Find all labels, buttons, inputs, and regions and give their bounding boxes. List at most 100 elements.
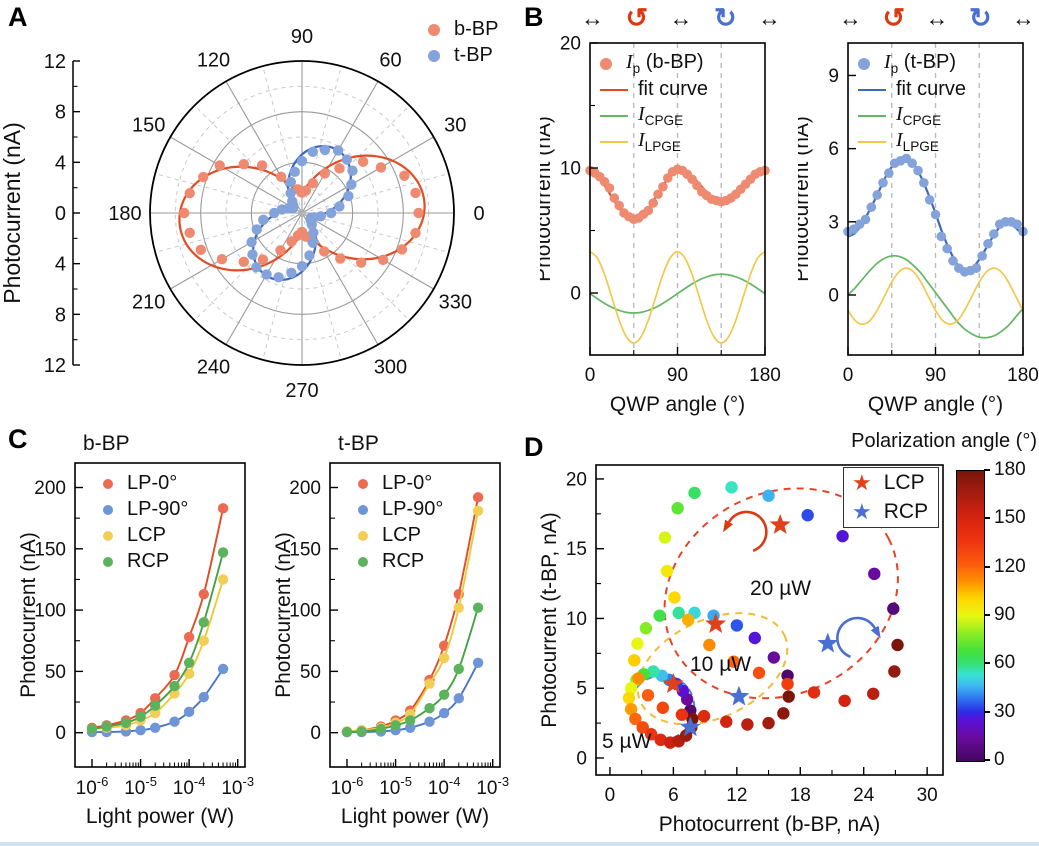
qwp-angle-chart-tbp: 0 90 180 0 3 6 9 QWP angle (°) Photocurrent (nA)	[798, 42, 1039, 416]
legend-d-label-1: RCP	[883, 500, 929, 523]
legend-bl-label-0: Ip (b-BP)	[626, 51, 704, 76]
panel-c-letter: C	[8, 424, 28, 454]
legend-bl-item-3: ILPGE	[600, 129, 708, 154]
svg-text:0: 0	[55, 723, 66, 744]
legend-d-item-1: ★ RCP	[852, 499, 928, 525]
dot-marker	[428, 49, 440, 62]
panel-c-left-legend: LP-0° LP-90° LCP RCP	[103, 472, 188, 573]
svg-text:6: 6	[828, 139, 839, 160]
photocurrent-correlation-chart: 0 6 12 18 24 30 0 5 10 15 20 Photocurrent (b-BP, nA…	[540, 464, 944, 836]
colorbar-title: Polarization angle (°)	[851, 430, 1037, 452]
legend-bl-label-1: fit curve	[638, 78, 709, 100]
svg-text:0: 0	[310, 723, 321, 744]
dot-marker	[358, 478, 368, 489]
colorbar-tick-label: 120	[994, 555, 1026, 577]
chartD-content	[622, 481, 904, 749]
left-right-arrow-icon: ↔	[925, 4, 949, 31]
cw-circular-arrow-icon: ↻	[713, 2, 737, 33]
svg-text:4: 4	[55, 254, 66, 276]
legend-cr-label-2: LCP	[382, 524, 421, 546]
svg-text:180: 180	[749, 365, 781, 386]
svg-text:12: 12	[44, 51, 66, 73]
svg-text:100: 100	[34, 601, 66, 622]
colorbar-tick-label: 60	[994, 652, 1016, 674]
panel-a-letter: A	[8, 2, 28, 32]
legend-a-label-0: b-BP	[454, 18, 499, 40]
svg-text:0: 0	[570, 284, 581, 305]
svg-text:180: 180	[108, 203, 141, 225]
legend-a-item-1: t-BP	[428, 44, 498, 67]
dot-marker	[428, 23, 440, 36]
left-right-arrow-icon: ↔	[669, 4, 693, 31]
svg-text:90: 90	[667, 365, 688, 386]
legend-cr-label-1: LP-90°	[382, 498, 444, 520]
legend-br-label-0: Ip (t-BP)	[884, 51, 957, 76]
chartBR-content	[843, 43, 1028, 355]
svg-text:3: 3	[828, 212, 839, 233]
svg-text:30: 30	[917, 785, 938, 806]
svg-text:Photocurrent (nA): Photocurrent (nA)	[540, 116, 555, 282]
star-icon: ★	[852, 470, 872, 495]
legend-a-label-1: t-BP	[454, 44, 493, 66]
polarization-icon-row-left: ↔ ↺ ↔ ↻ ↔	[581, 3, 781, 33]
polarization-colorbar	[956, 470, 985, 762]
svg-text:10-6: 10-6	[331, 774, 364, 799]
svg-text:4: 4	[55, 152, 66, 174]
legend-cl-label-3: RCP	[127, 550, 170, 572]
svg-text:6: 6	[668, 785, 679, 806]
svg-text:90: 90	[291, 26, 313, 48]
colorbar-tick	[984, 565, 990, 568]
svg-text:Photocurrent (nA): Photocurrent (nA)	[20, 532, 40, 698]
chartCR-content	[341, 492, 484, 738]
chartCL-content	[86, 503, 229, 738]
panel-d-legend: ★ LCP ★ RCP	[843, 467, 940, 528]
svg-text:0: 0	[576, 748, 587, 769]
svg-text:Photocurrent (t-BP, nA): Photocurrent (t-BP, nA)	[540, 512, 561, 728]
svg-text:10-3: 10-3	[476, 774, 509, 799]
svg-text:10: 10	[566, 609, 587, 630]
dot-marker	[103, 556, 113, 567]
dot-marker	[858, 57, 870, 70]
subplot-title-bbp: b-BP	[83, 432, 130, 455]
power-label-10uw: 10 µW	[690, 653, 752, 676]
legend-br-label-1: fit curve	[896, 78, 967, 100]
colorbar-tick-label: 30	[994, 700, 1016, 722]
legend-bl-label-2: ICPGE	[638, 103, 684, 128]
polar-photocurrent-chart: 0 30 60 90 120 150 180 210 240 270 300 330 12 8 4 0 4 8 12…	[0, 26, 485, 402]
line-marker	[600, 114, 628, 117]
left-right-arrow-icon: ↔	[1012, 4, 1035, 31]
dot-marker	[358, 504, 368, 515]
legend-br-item-0: Ip (t-BP)	[858, 51, 966, 76]
svg-text:12: 12	[44, 355, 66, 377]
star-icon: ★	[852, 499, 872, 524]
svg-text:9: 9	[828, 66, 839, 87]
panel-b-right-legend: Ip (t-BP) fit curve ICPGE ILPGE	[858, 51, 967, 154]
svg-text:100: 100	[289, 601, 321, 622]
left-right-arrow-icon: ↔	[581, 4, 604, 31]
legend-br-item-3: ILPGE	[858, 129, 966, 154]
colorbar-tick-label: 150	[994, 507, 1026, 529]
cw-circular-arrow-icon: ↻	[968, 2, 992, 33]
line-marker	[600, 140, 628, 143]
svg-text:60: 60	[379, 50, 401, 72]
svg-text:20: 20	[566, 469, 587, 490]
panel-c-right-legend: LP-0° LP-90° LCP RCP	[358, 472, 443, 573]
svg-text:12: 12	[726, 785, 747, 806]
legend-a-item-0: b-BP	[428, 18, 498, 41]
dot-marker	[358, 556, 368, 567]
line-marker	[858, 140, 886, 143]
line-marker	[858, 88, 886, 91]
svg-text:330: 330	[439, 292, 472, 314]
dot-marker	[358, 530, 368, 541]
qwp-angle-chart-bbp: 0 90 180 0 10 20 QWP angle (°) Photocurrent (nA…	[540, 34, 781, 417]
panel-b-left-legend: Ip (b-BP) fit curve ICPGE ILPGE	[600, 51, 709, 154]
legend-cl-item-3: RCP	[103, 550, 188, 573]
svg-text:10-4: 10-4	[173, 774, 206, 799]
power-label-5uw: 5 µW	[602, 730, 652, 753]
svg-text:Light power (W): Light power (W)	[341, 805, 489, 828]
colorbar-tick	[984, 662, 990, 665]
legend-cl-item-1: LP-90°	[103, 498, 188, 521]
legend-bl-label-3: ILPGE	[638, 129, 681, 154]
svg-text:24: 24	[853, 785, 875, 806]
line-marker	[858, 114, 886, 117]
